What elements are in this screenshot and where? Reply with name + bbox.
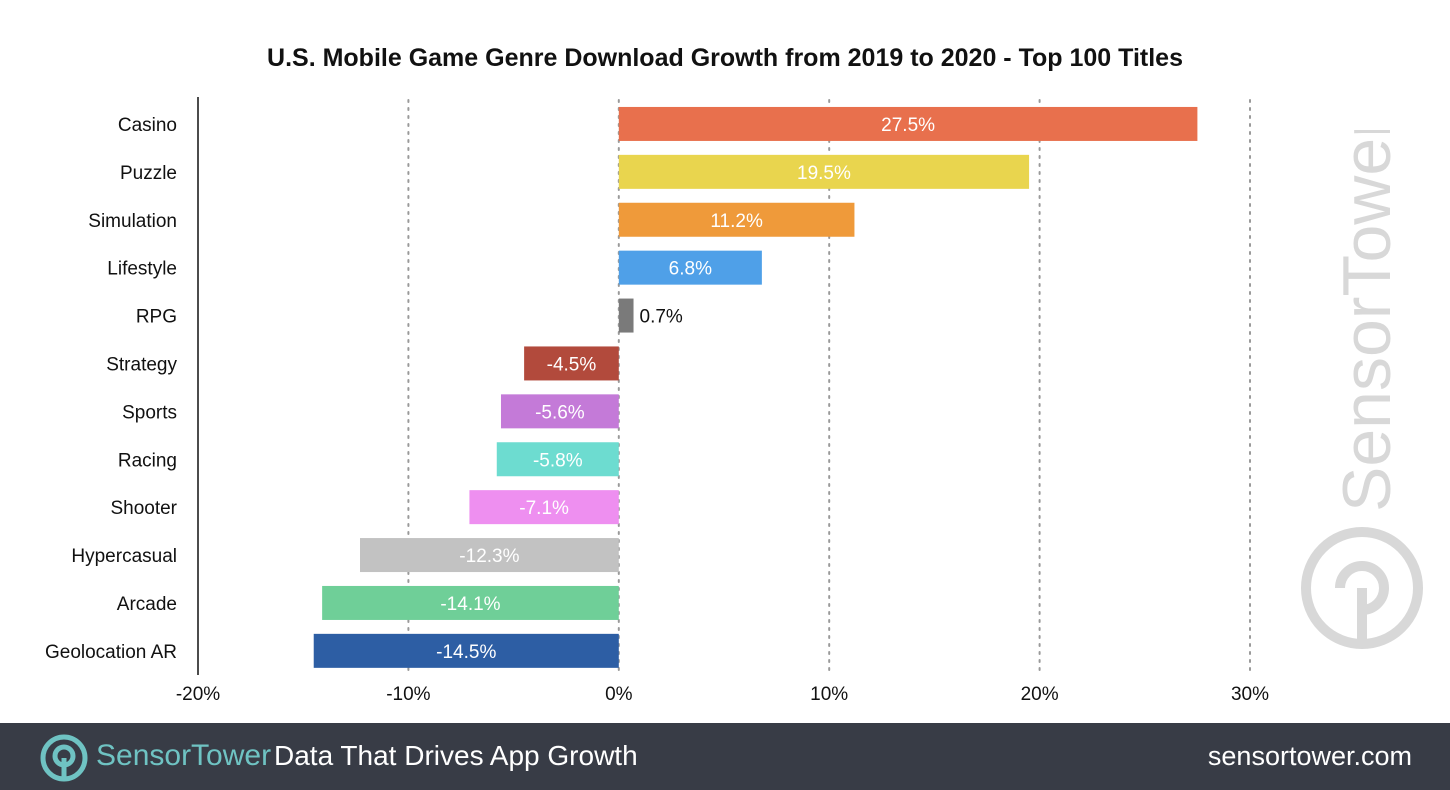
bar-value-label: -14.1% — [440, 594, 500, 615]
bar-chart: 27.5% 19.5% 11.2% 6.8% 0.7% -4.5% -5.6% -5.8% -7… — [45, 97, 1269, 705]
category-label: Geolocation AR — [45, 642, 177, 663]
watermark-text: SensorTower — [1329, 130, 1405, 512]
grid-lines — [407, 99, 1251, 676]
footer-tagline: Data That Drives App Growth — [274, 740, 638, 771]
bars: 27.5% 19.5% 11.2% 6.8% 0.7% -4.5% -5.6% -5.8% -7… — [313, 106, 1198, 668]
category-label: Casino — [118, 115, 177, 136]
x-tick-label: 10% — [810, 684, 848, 705]
bar-value-label: 0.7% — [640, 307, 683, 328]
x-tick-label: -10% — [386, 684, 430, 705]
sensortower-watermark: SensorTower — [1301, 130, 1423, 649]
bar-value-label: 11.2% — [710, 211, 763, 232]
category-label: Racing — [118, 450, 177, 471]
bar-value-label: 6.8% — [669, 259, 712, 280]
bar-value-label: -4.5% — [547, 354, 597, 375]
bar-value-label: 27.5% — [881, 115, 935, 136]
x-tick-label: 20% — [1021, 684, 1059, 705]
chart-title: U.S. Mobile Game Genre Download Growth f… — [267, 44, 1183, 72]
category-label: Arcade — [117, 594, 177, 615]
bar-value-label: -7.1% — [519, 498, 569, 519]
x-tick-label: 0% — [605, 684, 633, 705]
bar — [618, 154, 1030, 189]
bar-value-label: -14.5% — [436, 642, 496, 663]
footer-url-link[interactable]: sensortower.com — [1207, 741, 1412, 771]
footer-bar: SensorTower Data That Drives App Growth … — [0, 723, 1450, 790]
bar — [618, 298, 634, 333]
x-tick-labels: -20% -10% 0% 10% 20% 30% — [176, 684, 1269, 705]
watermark-logo-icon — [1301, 527, 1423, 649]
category-label: Puzzle — [120, 163, 177, 184]
category-label: Shooter — [110, 498, 177, 519]
bar — [496, 442, 619, 477]
category-label: Sports — [122, 402, 177, 423]
bar-value-label: -5.6% — [535, 402, 585, 423]
footer-brand[interactable]: SensorTower — [96, 739, 272, 772]
category-label: Strategy — [106, 354, 177, 375]
x-tick-label: -20% — [176, 684, 220, 705]
bar-value-label: -5.8% — [533, 450, 583, 471]
bar-value-label: -12.3% — [459, 546, 519, 567]
bar — [500, 394, 619, 429]
category-label: RPG — [136, 307, 177, 328]
bar — [618, 250, 762, 285]
category-labels: Casino Puzzle Simulation Lifestyle RPG Strate… — [45, 115, 178, 663]
bar-value-label: 19.5% — [797, 163, 851, 184]
bar — [618, 106, 1198, 141]
bar — [469, 490, 619, 525]
x-tick-label: 30% — [1231, 684, 1269, 705]
category-label: Hypercasual — [71, 546, 177, 567]
bar — [618, 202, 855, 237]
category-label: Simulation — [88, 211, 177, 232]
sensortower-logo-icon[interactable] — [40, 734, 88, 782]
bar — [313, 633, 619, 668]
bar — [524, 346, 619, 381]
bar — [322, 585, 619, 620]
bar — [360, 538, 619, 573]
category-label: Lifestyle — [107, 259, 177, 280]
